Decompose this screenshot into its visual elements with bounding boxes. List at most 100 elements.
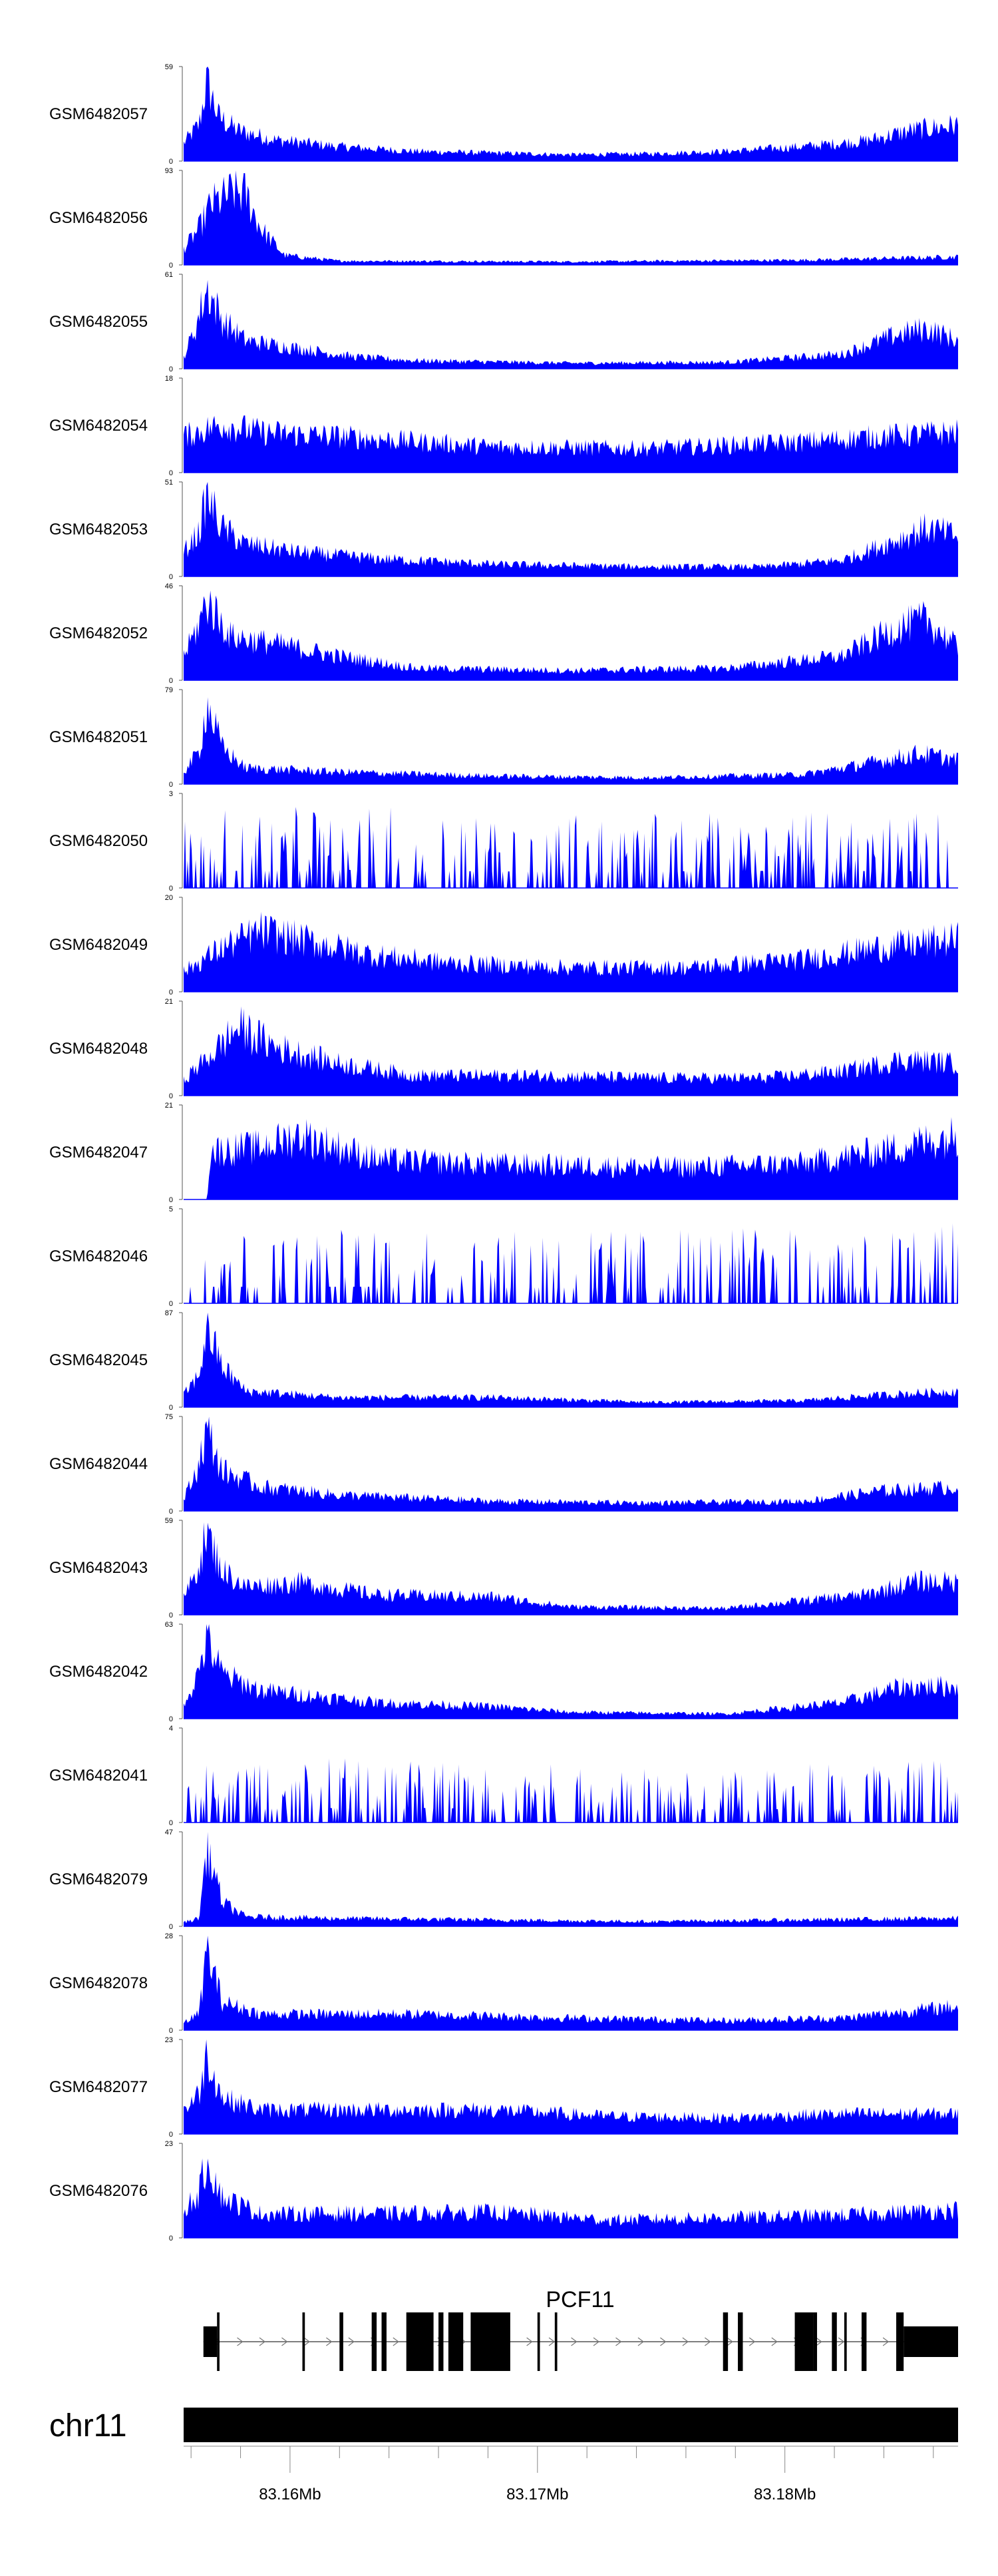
y-min-label: 0 [169,262,173,270]
track-label: GSM6482045 [49,1351,148,1369]
strand-chevron [571,2337,578,2346]
track-GSM6482052: GSM6482052 46 0 [49,582,958,685]
coverage-area [184,2158,958,2238]
y-max-label: 93 [165,167,173,175]
track-GSM6482078: GSM6482078 28 0 [49,1932,958,2035]
y-max-label: 47 [165,1828,173,1836]
axis-tick-label: 83.16Mb [259,2485,321,2503]
y-max-label: 20 [165,894,173,902]
strand-chevron [882,2337,890,2346]
y-min-label: 0 [169,988,173,996]
exon-coding [832,2312,837,2371]
track-label: GSM6482044 [49,1455,148,1473]
coverage-area [184,1936,958,2030]
track-GSM6482053: GSM6482053 51 0 [49,479,958,581]
track-label: GSM6482076 [49,2182,148,2200]
y-max-label: 79 [165,686,173,694]
chromosome-label: chr11 [49,2408,127,2444]
exon-coding [844,2312,847,2371]
y-min-label: 0 [169,1508,173,1516]
axis-tick-label: 83.18Mb [754,2485,816,2503]
y-max-label: 75 [165,1413,173,1421]
track-GSM6482055: GSM6482055 61 0 [49,271,958,373]
track-GSM6482076: GSM6482076 23 0 [49,2140,958,2243]
strand-chevron [303,2337,310,2346]
y-min-label: 0 [169,781,173,789]
y-max-label: 46 [165,582,173,590]
y-max-label: 87 [165,1309,173,1317]
coverage-area [184,1758,958,1823]
coverage-area [184,1832,958,1926]
track-GSM6482050: GSM6482050 3 0 [49,790,958,893]
strand-chevron [727,2337,733,2346]
exon-coding [371,2312,377,2371]
exon-coding [896,2312,904,2371]
y-max-label: 21 [165,998,173,1006]
track-label: GSM6482079 [49,1870,148,1888]
track-GSM6482051: GSM6482051 79 0 [49,686,958,789]
y-max-label: 18 [165,375,173,383]
chromosome-track: chr11 [49,2408,958,2444]
exon-utr [203,2326,218,2357]
strand-chevron [548,2337,556,2346]
y-max-label: 59 [165,1517,173,1525]
y-max-label: 51 [165,479,173,487]
exon-coding [302,2312,305,2371]
track-GSM6482049: GSM6482049 20 0 [49,894,958,996]
strand-chevron [348,2337,355,2346]
track-label: GSM6482050 [49,832,148,850]
track-label: GSM6482051 [49,728,148,746]
coverage-area [184,1522,958,1615]
coverage-area [184,1416,958,1511]
coverage-area [184,590,958,680]
chromosome-band [184,2408,958,2442]
strand-chevron [705,2337,711,2346]
gene-name-label: PCF11 [546,2287,614,2312]
coverage-area [184,1223,958,1303]
track-label: GSM6482047 [49,1144,148,1162]
y-max-label: 28 [165,1932,173,1940]
gene-model: PCF11 [203,2287,958,2371]
track-GSM6482045: GSM6482045 87 0 [49,1309,958,1412]
exon-coding [861,2312,867,2371]
y-min-label: 0 [169,1404,173,1412]
coverage-tracks: GSM6482057590GSM6482056930GSM6482055610G… [49,63,958,2243]
exon-coding [448,2312,464,2371]
exon-coding [217,2312,220,2371]
track-GSM6482042: GSM6482042 63 0 [49,1621,958,1723]
genome-axis: 83.16Mb 83.17Mb 83.18Mb [184,2446,958,2503]
track-GSM6482041: GSM6482041 4 0 [49,1725,958,1827]
strand-chevron [682,2337,689,2346]
strand-chevron [281,2337,288,2346]
track-label: GSM6482054 [49,417,148,435]
y-min-label: 0 [169,1092,173,1100]
coverage-area [184,807,958,888]
axis-tick-label: 83.17Mb [506,2485,568,2503]
strand-chevron [816,2337,822,2346]
exon-coding [794,2312,814,2371]
coverage-area [184,1313,958,1407]
y-min-label: 0 [169,1819,173,1827]
y-min-label: 0 [169,2131,173,2139]
track-GSM6482079: GSM6482079 47 0 [49,1828,958,1931]
track-label: GSM6482049 [49,936,148,954]
y-min-label: 0 [169,2027,173,2035]
exon-coding [438,2312,444,2371]
exon-coding [470,2312,510,2371]
track-label: GSM6482077 [49,2078,148,2096]
exon-coding [339,2312,343,2371]
strand-chevron [259,2337,266,2346]
exon-coding [738,2312,743,2371]
y-min-label: 0 [169,677,173,685]
track-GSM6482048: GSM6482048 21 0 [49,998,958,1100]
y-min-label: 0 [169,1715,173,1723]
coverage-area [184,67,958,161]
coverage-area [184,1624,958,1719]
exon-utr [904,2326,958,2357]
track-label: GSM6482055 [49,313,148,331]
y-max-label: 61 [165,271,173,279]
strand-chevron [660,2337,667,2346]
coverage-area [184,170,958,265]
strand-chevron [237,2337,244,2346]
